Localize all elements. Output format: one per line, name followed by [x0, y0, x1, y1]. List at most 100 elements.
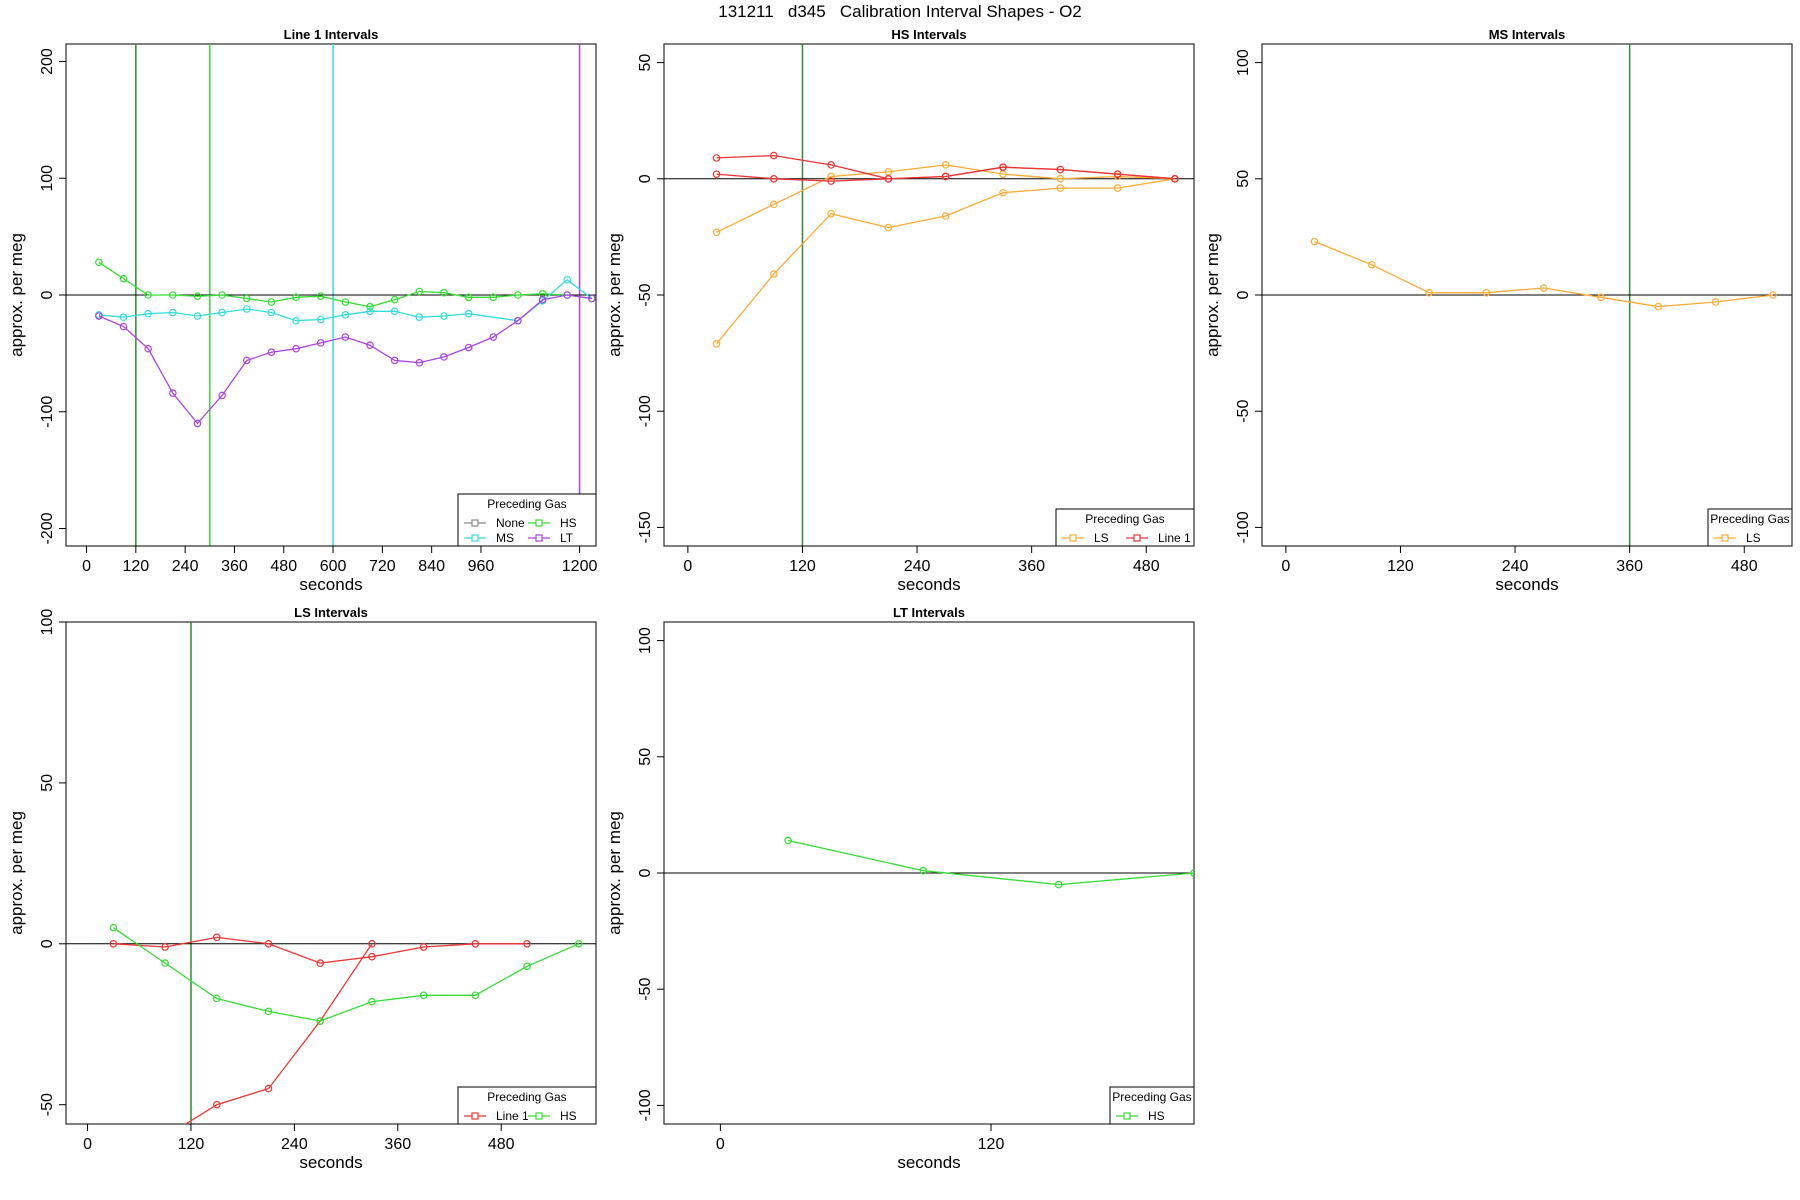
legend-title: Preceding Gas	[487, 497, 566, 511]
series-ls	[1310, 237, 1777, 311]
data-point	[464, 343, 473, 352]
series-hs	[784, 836, 1194, 889]
data-point	[264, 939, 273, 948]
legend-swatch-marker	[535, 534, 543, 542]
y-axis-label: approx. per meg	[7, 811, 26, 935]
series-line	[716, 164, 1175, 233]
data-point	[1171, 174, 1179, 183]
x-tick-label: 360	[384, 1136, 411, 1153]
data-point	[366, 341, 374, 350]
y-axis-label: approx. per meg	[7, 233, 26, 357]
data-point	[144, 344, 152, 353]
y-tick-label: 0	[637, 868, 654, 877]
y-tick-label: 200	[39, 48, 56, 75]
data-point	[341, 298, 350, 306]
data-point	[95, 312, 103, 320]
y-tick-label: -100	[39, 396, 56, 428]
data-point	[999, 188, 1007, 197]
x-tick-label: 480	[488, 1136, 515, 1153]
x-tick-label: 840	[418, 558, 445, 575]
legend-box	[457, 1086, 597, 1125]
x-tick-label: 1200	[562, 558, 598, 575]
y-tick-label: -150	[637, 511, 654, 543]
x-axis-label: seconds	[299, 1153, 362, 1172]
y-axis-label: approx. per meg	[1203, 233, 1222, 357]
data-point	[161, 943, 169, 951]
data-point	[119, 322, 128, 331]
data-point	[316, 959, 325, 967]
data-point	[563, 276, 572, 284]
y-tick-label: -50	[637, 283, 654, 306]
series-line	[98, 294, 592, 425]
data-point	[712, 340, 721, 348]
x-tick-label: 120	[978, 1136, 1005, 1153]
data-point	[563, 291, 572, 299]
y-tick-label: 100	[39, 609, 56, 636]
data-point	[119, 274, 128, 283]
data-point	[464, 309, 473, 318]
x-tick-label: 120	[122, 558, 149, 575]
data-point	[827, 209, 835, 218]
legend-title: Preceding Gas	[487, 1090, 566, 1104]
y-tick-label: 50	[637, 748, 654, 766]
y-tick-label: 0	[39, 939, 56, 948]
x-tick-label: 240	[904, 558, 931, 575]
x-tick-label: 120	[1387, 558, 1414, 575]
legend: Preceding Gas LS	[1707, 508, 1793, 547]
y-tick-label: 100	[637, 627, 654, 654]
legend-swatch-marker	[535, 1112, 543, 1120]
data-point	[1425, 288, 1433, 297]
data-point	[941, 212, 950, 220]
series-line	[184, 943, 373, 1124]
series-line	[113, 927, 580, 1022]
data-point	[366, 302, 374, 311]
legend-entry: HS	[560, 1109, 577, 1123]
panel-title: LT Intervals	[893, 605, 965, 620]
data-point	[415, 313, 424, 321]
y-tick-label: 50	[1235, 170, 1252, 188]
x-tick-label: 120	[789, 558, 816, 575]
series-line	[1314, 240, 1773, 308]
data-point	[1482, 288, 1491, 297]
data-point	[770, 151, 778, 160]
y-tick-label: 100	[39, 165, 56, 192]
x-tick-label: 480	[1731, 558, 1758, 575]
data-point	[316, 292, 325, 300]
data-point	[218, 391, 226, 400]
data-point	[242, 294, 251, 303]
data-point	[119, 313, 128, 321]
data-point	[316, 339, 325, 347]
series-line	[716, 166, 1175, 182]
data-point	[242, 305, 251, 313]
legend-entry: LS	[1094, 531, 1109, 545]
data-point	[162, 1134, 168, 1140]
panel-title: HS Intervals	[891, 27, 966, 42]
y-tick-label: 50	[637, 54, 654, 72]
x-tick-label: 0	[82, 558, 91, 575]
x-tick-label: 0	[683, 558, 692, 575]
y-tick-label: -200	[39, 512, 56, 544]
data-point	[95, 258, 103, 267]
data-point	[169, 291, 177, 299]
x-tick-label: 240	[172, 558, 199, 575]
series-line	[787, 839, 1194, 886]
data-point	[109, 939, 118, 948]
legend-title: Preceding Gas	[1112, 1090, 1191, 1104]
legend-entry: None	[496, 516, 525, 530]
data-point	[415, 358, 424, 367]
data-point	[440, 288, 448, 297]
data-point	[538, 295, 547, 304]
data-point	[1597, 293, 1605, 302]
data-point	[419, 991, 428, 1000]
x-tick-label: 120	[178, 1136, 205, 1153]
series-line	[98, 261, 592, 308]
data-point	[341, 311, 350, 319]
legend-entry: MS	[496, 531, 514, 545]
x-axis-label: seconds	[299, 575, 362, 594]
data-point	[1056, 165, 1065, 174]
data-point	[464, 293, 473, 302]
data-point	[267, 298, 276, 306]
data-point	[144, 291, 152, 299]
legend-entry: Line 1	[1158, 531, 1191, 545]
